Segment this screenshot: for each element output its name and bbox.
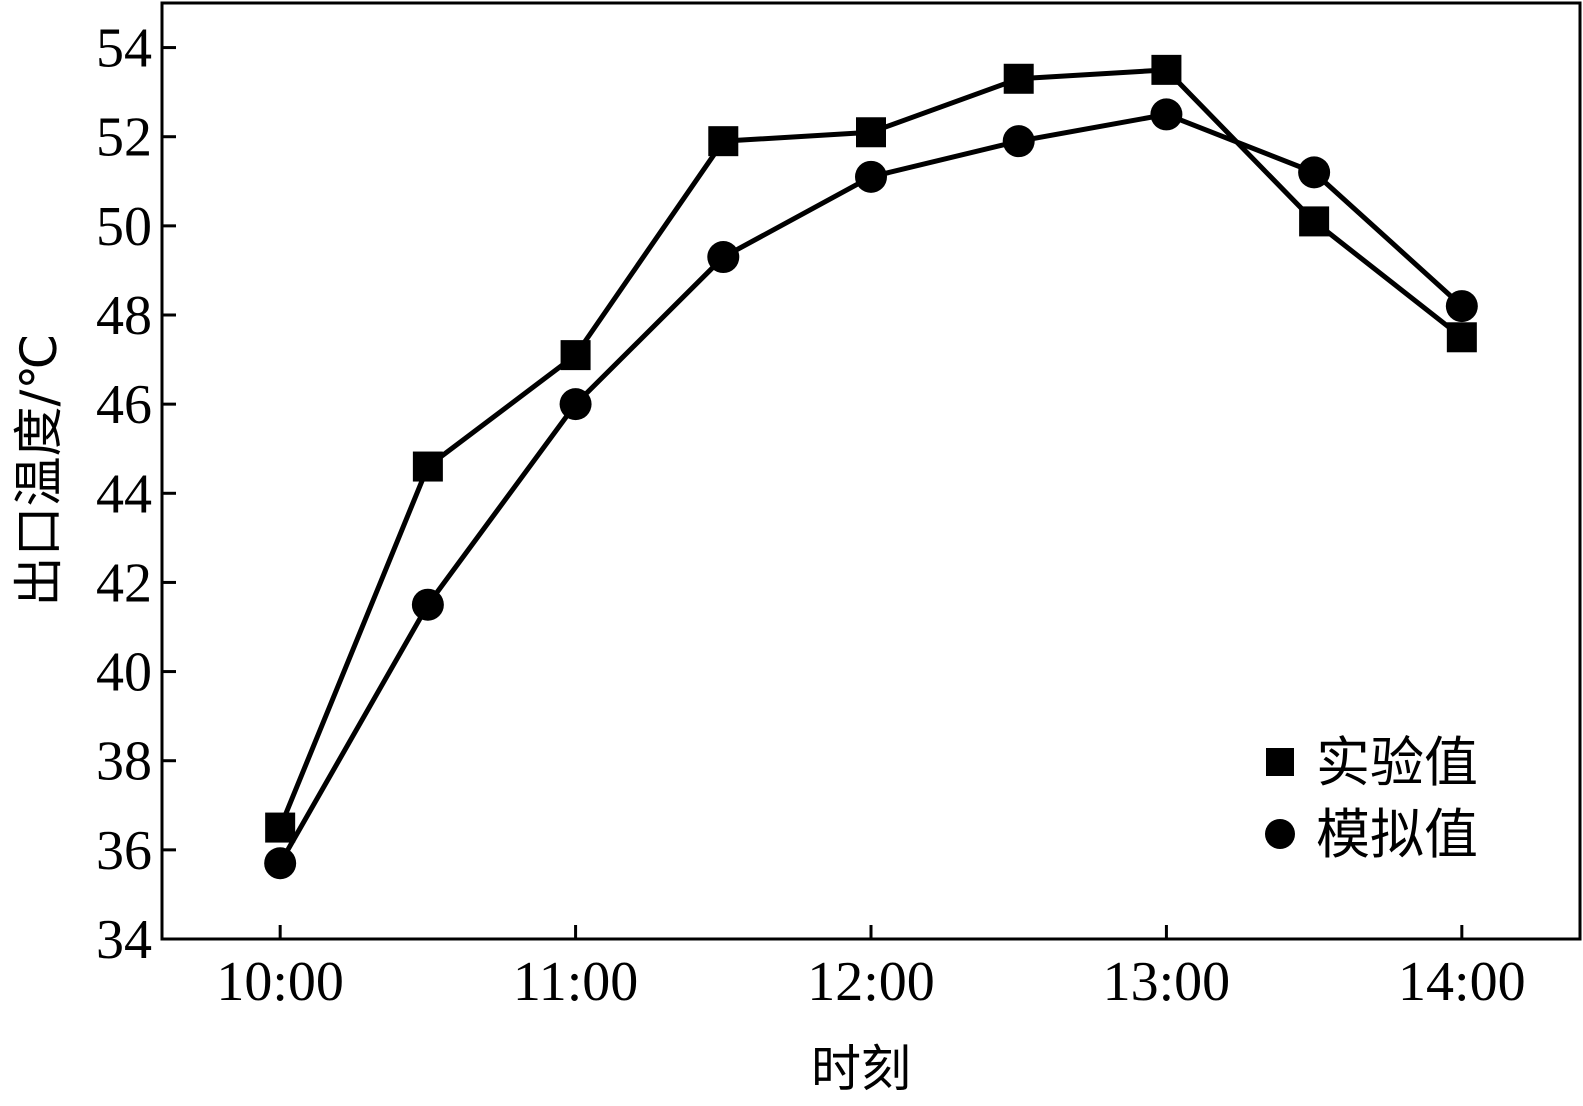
data-point-square — [856, 117, 886, 148]
data-point-square — [560, 340, 591, 371]
data-point-square — [1003, 63, 1034, 94]
data-point-square — [1299, 206, 1330, 237]
data-point-circle — [1150, 98, 1183, 131]
x-axis: 10:00 11:00 12:00 13:00 14:00 — [216, 925, 1526, 1013]
legend-item: 模拟值 — [1265, 803, 1478, 866]
legend-circle-marker — [1265, 819, 1295, 849]
data-point-square — [1151, 54, 1182, 85]
series-1 — [265, 54, 1477, 843]
y-tick-label: 52 — [96, 107, 152, 169]
y-tick-label: 40 — [96, 642, 152, 704]
legend-label: 模拟值 — [1316, 803, 1478, 866]
data-point-circle — [1298, 156, 1331, 189]
data-point-circle — [264, 847, 297, 880]
data-point-square — [412, 451, 443, 482]
y-tick-label: 42 — [96, 552, 152, 614]
legend-label: 实验值 — [1316, 731, 1478, 794]
x-tick-label: 13:00 — [1103, 951, 1231, 1013]
data-point-circle — [855, 160, 887, 193]
y-axis: 34 36 38 40 42 44 46 48 50 52 54 — [96, 18, 176, 971]
y-tick-label: 46 — [96, 374, 152, 436]
data-point-circle — [707, 241, 740, 274]
legend-item: 实验值 — [1266, 731, 1478, 794]
data-point-circle — [559, 388, 592, 421]
y-tick-label: 36 — [96, 820, 152, 882]
x-tick-label: 12:00 — [807, 951, 935, 1013]
series-2 — [264, 98, 1478, 880]
y-tick-label: 34 — [96, 909, 152, 971]
y-tick-label: 48 — [96, 285, 152, 347]
data-point-circle — [1445, 290, 1478, 323]
data-point-square — [708, 126, 739, 157]
x-tick-label: 10:00 — [216, 951, 344, 1013]
legend-square-marker — [1266, 748, 1294, 776]
y-tick-label: 38 — [96, 731, 152, 793]
y-tick-label: 54 — [96, 18, 152, 80]
series-layer — [264, 54, 1478, 880]
x-tick-label: 11:00 — [513, 951, 638, 1013]
data-point-circle — [1002, 125, 1035, 158]
data-point-square — [265, 812, 296, 843]
y-tick-label: 44 — [96, 463, 152, 525]
y-axis-label: 出口温度/℃ — [10, 334, 68, 607]
x-tick-label: 14:00 — [1398, 951, 1526, 1013]
data-point-square — [1446, 322, 1477, 353]
y-tick-label: 50 — [96, 196, 152, 258]
x-axis-label: 时刻 — [811, 1040, 911, 1098]
data-point-circle — [411, 588, 444, 621]
